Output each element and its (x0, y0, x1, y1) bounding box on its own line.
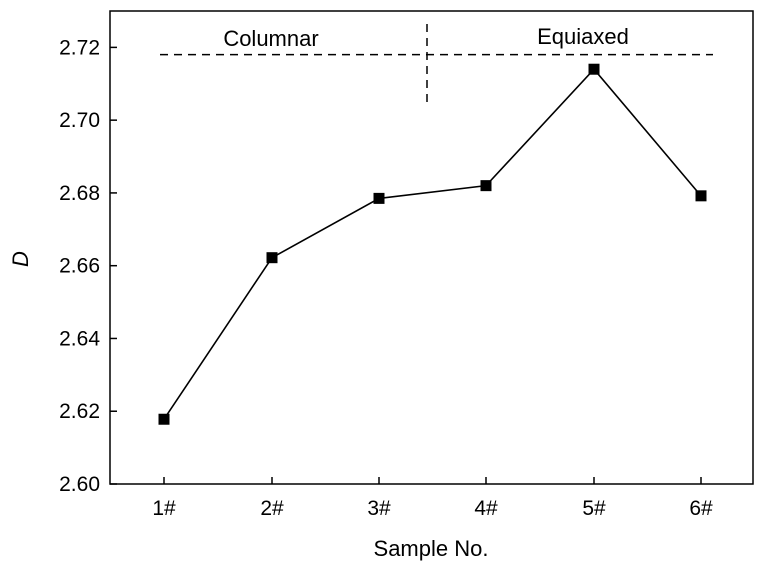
x-tick-label: 3# (367, 497, 391, 520)
data-point (588, 63, 600, 75)
x-tick-label: 4# (474, 497, 498, 520)
plot-frame (109, 10, 754, 485)
y-tick-label: 2.60 (59, 473, 100, 496)
x-tick-label: 5# (582, 497, 606, 520)
series-line (163, 68, 702, 420)
y-tick-label: 2.66 (59, 255, 100, 278)
y-tick-label: 2.64 (59, 327, 100, 350)
x-axis-title: Sample No. (374, 536, 489, 561)
data-point (373, 192, 385, 204)
data-point (480, 180, 492, 192)
y-tick-label: 2.70 (59, 109, 100, 132)
y-tick-label: 2.62 (59, 400, 100, 423)
data-point (158, 413, 170, 425)
y-tick-label: 2.72 (59, 36, 100, 59)
x-tick-label: 2# (260, 497, 284, 520)
x-tick-label: 6# (689, 497, 713, 520)
series (158, 63, 707, 425)
data-point (266, 252, 278, 264)
y-tick-label: 2.68 (59, 182, 100, 205)
x-axis: 1# 2# 3# 4# 5# 6# (152, 477, 713, 520)
data-point (695, 190, 707, 202)
annotation-columnar: Columnar (223, 26, 318, 51)
x-tick-label: 1# (152, 497, 176, 520)
y-axis-title: D (8, 251, 33, 267)
y-axis: 2.60 2.62 2.64 2.66 2.68 2.70 2.72 (59, 36, 117, 496)
annotation-equiaxed: Equiaxed (537, 24, 629, 49)
